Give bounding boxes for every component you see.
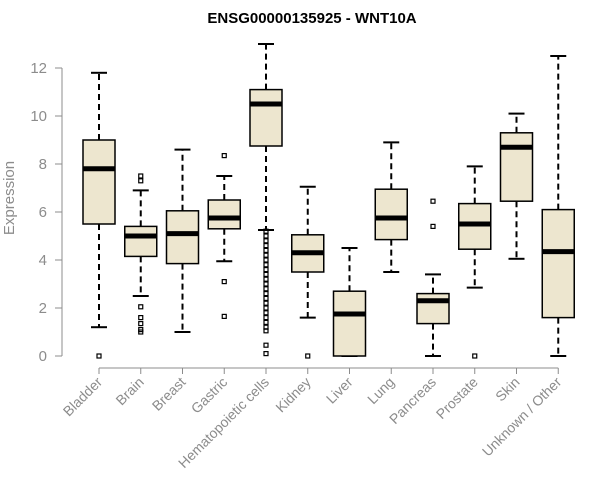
outlier-point	[138, 329, 144, 335]
outlier-point	[472, 353, 478, 359]
y-tick-label: 8	[39, 156, 47, 173]
x-tick-label: Kidney	[272, 374, 314, 416]
box-group	[249, 43, 283, 357]
outlier-point	[263, 300, 269, 306]
outlier-point	[430, 198, 436, 204]
x-tick-label: Brain	[112, 374, 146, 408]
outlier-point	[263, 291, 269, 297]
x-tick-label: Breast	[149, 374, 189, 414]
outlier-point	[263, 271, 269, 277]
box	[332, 290, 367, 357]
x-tick-label: Liver	[323, 374, 356, 407]
outlier-point	[96, 353, 102, 359]
outlier-point	[138, 315, 144, 321]
outlier-point	[263, 257, 269, 263]
x-tick-label: Bladder	[60, 374, 106, 420]
box	[249, 88, 283, 147]
box-group	[165, 148, 200, 333]
outlier-point	[263, 342, 269, 348]
outlier-point	[263, 305, 269, 311]
outlier-point	[263, 247, 269, 253]
outlier-point	[221, 279, 227, 285]
outlier-point	[430, 223, 436, 229]
outlier-point	[263, 295, 269, 301]
box-group	[541, 55, 575, 357]
outlier-point	[263, 243, 269, 249]
box-series	[82, 43, 575, 359]
outlier-point	[263, 276, 269, 282]
box	[207, 199, 241, 230]
outlier-point	[263, 233, 269, 239]
box	[165, 210, 200, 265]
box	[416, 292, 450, 325]
outlier-point	[138, 178, 144, 184]
y-tick-label: 2	[39, 300, 47, 317]
outlier-point	[263, 267, 269, 273]
box-group	[291, 185, 325, 359]
outlier-point	[221, 153, 227, 159]
box-group	[416, 198, 450, 357]
y-tick-label: 0	[39, 348, 47, 365]
outlier-point	[263, 328, 269, 334]
outlier-point	[138, 304, 144, 310]
box-group	[124, 173, 158, 335]
x-tick-label: Lung	[364, 374, 397, 407]
box-group	[82, 71, 116, 359]
outlier-point	[263, 281, 269, 287]
box-group	[332, 247, 367, 357]
y-tick-label: 10	[30, 108, 47, 125]
chart-title: ENSG00000135925 - WNT10A	[207, 10, 416, 27]
y-axis: 0 2 4 6 8 10 12	[30, 60, 63, 365]
outlier-point	[221, 313, 227, 319]
y-tick-label: 4	[39, 252, 47, 269]
outlier-point	[263, 319, 269, 325]
x-tick-label: Unknown / Other	[479, 374, 565, 460]
outlier-point	[263, 315, 269, 321]
box-group	[207, 153, 241, 319]
y-tick-label: 6	[39, 204, 47, 221]
box	[374, 188, 408, 241]
outlier-point	[263, 262, 269, 268]
outlier-point	[263, 252, 269, 258]
box-group	[374, 141, 408, 273]
box	[124, 225, 158, 258]
outlier-point	[263, 310, 269, 316]
box	[499, 132, 534, 202]
box-group	[499, 112, 534, 260]
outlier-point	[263, 286, 269, 292]
x-tick-label: Prostate	[433, 374, 481, 422]
y-axis-label: Expression	[1, 161, 18, 235]
x-tick-label: Skin	[492, 374, 523, 405]
y-tick-label: 12	[30, 60, 47, 77]
box-group	[458, 165, 492, 359]
box	[541, 208, 575, 319]
outlier-point	[263, 351, 269, 357]
box	[82, 139, 116, 225]
outlier-point	[138, 173, 144, 179]
outlier-point	[305, 353, 311, 359]
outlier-point	[138, 321, 144, 327]
outlier-point	[263, 228, 269, 234]
outlier-point	[263, 238, 269, 244]
